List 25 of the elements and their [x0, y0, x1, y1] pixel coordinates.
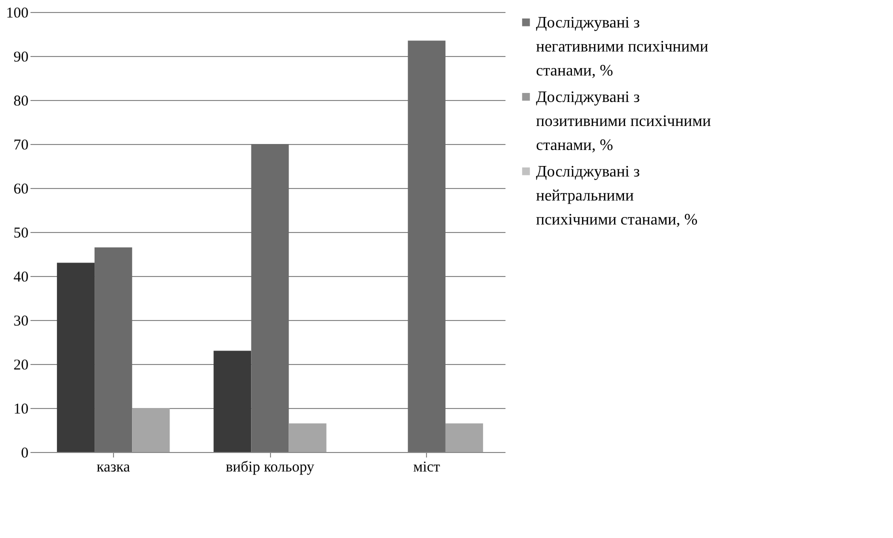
- x-tick-label: вибір кольору: [226, 460, 315, 476]
- x-tick-label: казка: [96, 460, 130, 476]
- bar: [132, 408, 170, 452]
- bar: [94, 247, 132, 452]
- bar: [214, 350, 252, 452]
- y-tick-label: 40: [14, 270, 28, 286]
- bar: [56, 262, 95, 452]
- legend-label: Досліджувані з нейтральними психічними станами, %: [536, 163, 698, 228]
- y-tick-label: 100: [6, 6, 28, 22]
- bar: [288, 423, 326, 452]
- y-tick-label: 10: [14, 402, 28, 418]
- y-tick-label: 30: [14, 314, 28, 330]
- bar: [408, 40, 446, 452]
- x-tick-label: міст: [413, 460, 441, 476]
- y-tick-label: 60: [14, 182, 28, 198]
- y-tick-label: 70: [14, 138, 28, 154]
- y-tick-label: 20: [14, 358, 28, 374]
- y-tick-label: 0: [21, 446, 28, 462]
- legend-label: Досліджувані з позитивними психічними станами, %: [536, 88, 712, 154]
- legend-label: Досліджувані з негативними психічними станами, %: [536, 14, 709, 80]
- y-tick-label: 50: [14, 226, 28, 242]
- bar: [251, 144, 289, 452]
- bar: [445, 423, 484, 452]
- y-tick-label: 90: [14, 50, 28, 66]
- y-tick-label: 80: [14, 94, 28, 110]
